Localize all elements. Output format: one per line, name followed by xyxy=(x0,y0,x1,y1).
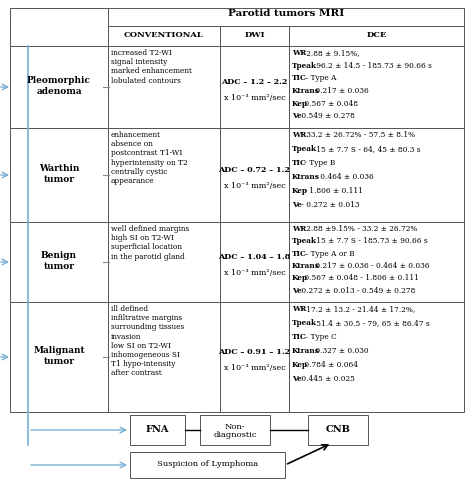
Text: x 10⁻³ mm²/sec: x 10⁻³ mm²/sec xyxy=(224,94,285,102)
Text: - 96.2 ± 14.5 - 185.73 ± 90.66 s: - 96.2 ± 14.5 - 185.73 ± 90.66 s xyxy=(310,62,432,70)
Bar xyxy=(108,26,220,46)
Bar xyxy=(10,128,108,222)
Bar xyxy=(220,222,289,302)
Text: Tpeak: Tpeak xyxy=(292,62,317,70)
Text: CNB: CNB xyxy=(326,425,350,434)
Text: - 0.464 ± 0.036: - 0.464 ± 0.036 xyxy=(313,173,374,181)
Bar xyxy=(108,222,220,302)
Text: CONVENTIONAL: CONVENTIONAL xyxy=(124,31,204,39)
Bar xyxy=(108,302,220,412)
Text: - 2.88 ± 9.15%,: - 2.88 ± 9.15%, xyxy=(299,49,360,57)
Text: FNA: FNA xyxy=(146,425,169,434)
Bar xyxy=(10,302,108,412)
Bar xyxy=(220,26,289,46)
Text: Ve: Ve xyxy=(292,112,302,120)
Text: ADC – 0.72 – 1.2: ADC – 0.72 – 1.2 xyxy=(219,166,291,174)
Text: ADC – 0.91 – 1.2: ADC – 0.91 – 1.2 xyxy=(219,348,291,356)
Text: - 0.272 ± 0.013: - 0.272 ± 0.013 xyxy=(299,201,359,209)
Text: Ve: Ve xyxy=(292,201,302,209)
Text: Ktrans: Ktrans xyxy=(292,173,320,181)
Text: Benign
tumor: Benign tumor xyxy=(41,251,77,271)
Text: ill defined
infiltrative margins
surrounding tissues
invasion
low SI on T2-WI
in: ill defined infiltrative margins surroun… xyxy=(111,305,184,377)
Bar xyxy=(289,46,464,128)
Text: - 2.88 ±9.15% - 33.2 ± 26.72%: - 2.88 ±9.15% - 33.2 ± 26.72% xyxy=(299,225,418,233)
Text: ADC – 1.2 – 2.2: ADC – 1.2 – 2.2 xyxy=(221,78,288,86)
Text: Malignant
tumor: Malignant tumor xyxy=(33,346,85,366)
Text: – Type A or B: – Type A or B xyxy=(302,249,355,258)
Text: - 17.2 ± 13.2 - 21.44 ± 17.2%,: - 17.2 ± 13.2 - 21.44 ± 17.2%, xyxy=(299,305,415,313)
Text: DWI: DWI xyxy=(244,31,265,39)
Text: – Type C: – Type C xyxy=(302,333,337,341)
Text: Kep: Kep xyxy=(292,361,308,369)
Text: - 33.2 ± 26.72% - 57.5 ± 8.1%: - 33.2 ± 26.72% - 57.5 ± 8.1% xyxy=(299,131,415,139)
Bar xyxy=(108,46,220,128)
Text: diagnostic: diagnostic xyxy=(213,431,257,439)
Text: 0.217 ± 0.036: 0.217 ± 0.036 xyxy=(313,87,369,95)
Text: Kep: Kep xyxy=(292,274,308,282)
Text: 0.567 ± 0.048 - 1.806 ± 0.111: 0.567 ± 0.048 - 1.806 ± 0.111 xyxy=(302,274,419,282)
Bar xyxy=(220,46,289,128)
Text: well defined margins
high SI on T2-WI
superficial location
in the parotid gland: well defined margins high SI on T2-WI su… xyxy=(111,225,189,260)
Bar xyxy=(10,222,108,302)
Text: ADC – 1.04 – 1.8: ADC – 1.04 – 1.8 xyxy=(219,253,291,261)
Text: x 10⁻³ mm²/sec: x 10⁻³ mm²/sec xyxy=(224,364,285,372)
Text: - 1.806 ± 0.111: - 1.806 ± 0.111 xyxy=(302,187,364,195)
Text: Tpeak: Tpeak xyxy=(292,145,317,153)
Bar xyxy=(220,302,289,412)
Text: x 10⁻³ mm²/sec: x 10⁻³ mm²/sec xyxy=(224,269,285,277)
Text: WR: WR xyxy=(292,225,306,233)
Bar xyxy=(10,8,108,46)
Text: Ve: Ve xyxy=(292,375,302,383)
Bar xyxy=(220,128,289,222)
Text: Parotid tumors MRI: Parotid tumors MRI xyxy=(228,9,344,18)
Text: Suspicion of Lymphoma: Suspicion of Lymphoma xyxy=(157,460,258,468)
Text: WR: WR xyxy=(292,49,306,57)
Text: DCE: DCE xyxy=(366,31,387,39)
Text: TIC: TIC xyxy=(292,74,307,82)
Bar xyxy=(289,302,464,412)
Text: Tpeak: Tpeak xyxy=(292,319,317,327)
Text: Tpeak: Tpeak xyxy=(292,237,317,246)
Text: enhancement
absence on
postcontrast T1-WI
hyperintensity on T2
centrally cystic
: enhancement absence on postcontrast T1-W… xyxy=(111,131,188,185)
Text: 0.445 ± 0.025: 0.445 ± 0.025 xyxy=(299,375,355,383)
Bar xyxy=(289,26,464,46)
Bar xyxy=(10,8,464,26)
Text: 0.567 ± 0.048: 0.567 ± 0.048 xyxy=(302,99,358,108)
Text: Warthin
tumor: Warthin tumor xyxy=(39,164,79,184)
Text: Ve: Ve xyxy=(292,287,302,295)
Text: Ktrans: Ktrans xyxy=(292,347,320,355)
Text: - 15 ± 7.7 S - 185.73 ± 90.66 s: - 15 ± 7.7 S - 185.73 ± 90.66 s xyxy=(310,237,428,246)
Bar xyxy=(108,128,220,222)
Text: - 15 ± 7.7 S - 64, 45 ± 80.3 s: - 15 ± 7.7 S - 64, 45 ± 80.3 s xyxy=(310,145,421,153)
Text: Kep: Kep xyxy=(292,99,308,108)
Text: x 10⁻³ mm²/sec: x 10⁻³ mm²/sec xyxy=(224,182,285,190)
Text: 0.327 ± 0.030: 0.327 ± 0.030 xyxy=(313,347,369,355)
Bar xyxy=(289,222,464,302)
Text: - Type B: - Type B xyxy=(302,159,336,167)
Bar xyxy=(289,128,464,222)
Text: WR: WR xyxy=(292,305,306,313)
Bar xyxy=(200,415,270,445)
Text: increased T2-WI
signal intensity
marked enhancement
lobulated contours: increased T2-WI signal intensity marked … xyxy=(111,49,192,85)
Text: 0.272 ± 0.013 - 0.549 ± 0.278: 0.272 ± 0.013 - 0.549 ± 0.278 xyxy=(299,287,415,295)
Bar xyxy=(130,415,185,445)
Text: TIC: TIC xyxy=(292,249,307,258)
Text: 0.217 ± 0.036 - 0.464 ± 0.036: 0.217 ± 0.036 - 0.464 ± 0.036 xyxy=(313,262,429,270)
Bar xyxy=(130,452,285,478)
Text: Non-: Non- xyxy=(225,423,246,431)
Text: 0.549 ± 0.278: 0.549 ± 0.278 xyxy=(299,112,355,120)
Text: 0.784 ± 0.064: 0.784 ± 0.064 xyxy=(302,361,358,369)
Bar xyxy=(10,46,108,128)
Text: Ktrans: Ktrans xyxy=(292,262,320,270)
Text: WR: WR xyxy=(292,131,306,139)
Text: TIC: TIC xyxy=(292,159,307,167)
Text: TIC: TIC xyxy=(292,333,307,341)
Text: - 51.4 ± 30.5 - 79, 65 ± 86.47 s: - 51.4 ± 30.5 - 79, 65 ± 86.47 s xyxy=(310,319,430,327)
Text: Ktrans: Ktrans xyxy=(292,87,320,95)
Bar xyxy=(308,415,368,445)
Text: – Type A: – Type A xyxy=(302,74,337,82)
Text: Kep: Kep xyxy=(292,187,308,195)
Text: Pleomorphic
adenoma: Pleomorphic adenoma xyxy=(27,76,91,96)
